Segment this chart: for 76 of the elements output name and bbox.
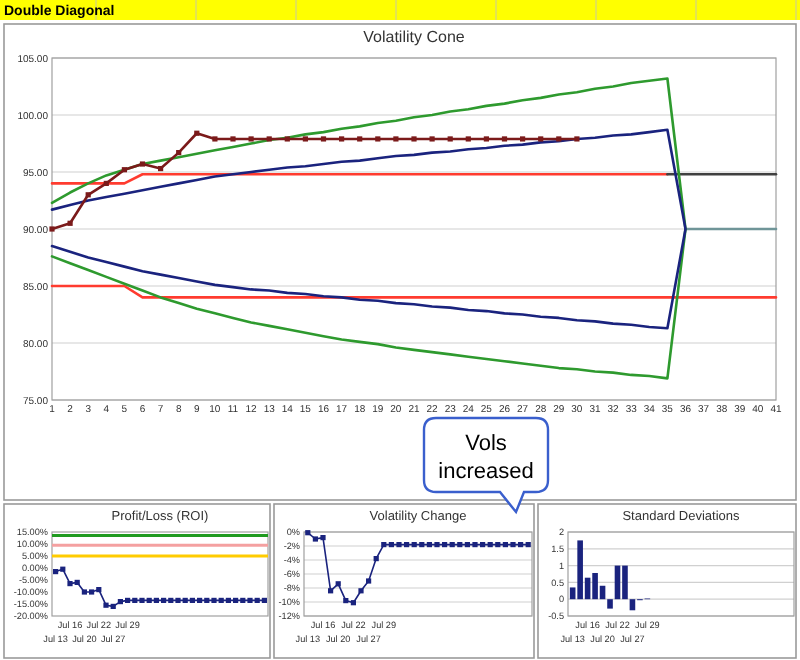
point (480, 542, 486, 548)
point (328, 588, 334, 594)
point (89, 589, 95, 595)
text: Vols increased (438, 432, 534, 484)
point (574, 136, 580, 142)
point (373, 556, 379, 562)
point (67, 581, 73, 587)
line-series (50, 77, 687, 380)
point (132, 597, 138, 603)
point (103, 602, 109, 608)
bar (577, 540, 583, 600)
point (510, 542, 516, 548)
point (501, 136, 508, 142)
point (233, 597, 239, 603)
line-series (49, 130, 580, 232)
point (139, 597, 145, 603)
point (312, 536, 318, 542)
point (487, 542, 493, 548)
point (49, 226, 55, 232)
line-series (305, 530, 531, 606)
point (74, 579, 80, 585)
point (419, 542, 425, 548)
point (161, 597, 167, 603)
point (335, 581, 341, 587)
point (204, 597, 210, 603)
bar (592, 572, 598, 600)
point (125, 597, 131, 603)
point (472, 542, 478, 548)
point (343, 598, 349, 604)
point (53, 569, 59, 575)
point (404, 542, 410, 548)
point (320, 136, 327, 142)
point (225, 597, 231, 603)
point (495, 542, 501, 548)
point (388, 542, 394, 548)
point (525, 542, 531, 548)
bar (622, 565, 628, 600)
point (254, 597, 260, 603)
point (211, 597, 217, 603)
point (457, 542, 463, 548)
point (168, 597, 174, 603)
point (442, 542, 448, 548)
point (261, 597, 267, 603)
point (247, 597, 253, 603)
point (366, 578, 372, 584)
point (305, 530, 311, 536)
point (396, 542, 402, 548)
point (449, 542, 455, 548)
chart-title: Volatility Cone (363, 28, 466, 46)
bar (607, 599, 613, 609)
point (117, 599, 123, 605)
point (426, 542, 432, 548)
point (464, 542, 470, 548)
point (434, 542, 440, 548)
point (381, 542, 387, 548)
point (411, 542, 417, 548)
line-series (50, 128, 687, 330)
point (182, 597, 188, 603)
point (320, 535, 326, 541)
point (60, 566, 66, 572)
point (81, 589, 87, 595)
point (175, 597, 181, 603)
point (189, 597, 195, 603)
line-series (53, 566, 267, 609)
point (139, 161, 146, 167)
point (502, 542, 508, 548)
point (240, 597, 246, 603)
point (358, 588, 364, 594)
point (350, 600, 356, 606)
point (197, 597, 203, 603)
point (146, 597, 152, 603)
point (518, 542, 524, 548)
point (96, 587, 102, 593)
point (110, 603, 116, 609)
point (218, 597, 224, 603)
point (153, 597, 159, 603)
